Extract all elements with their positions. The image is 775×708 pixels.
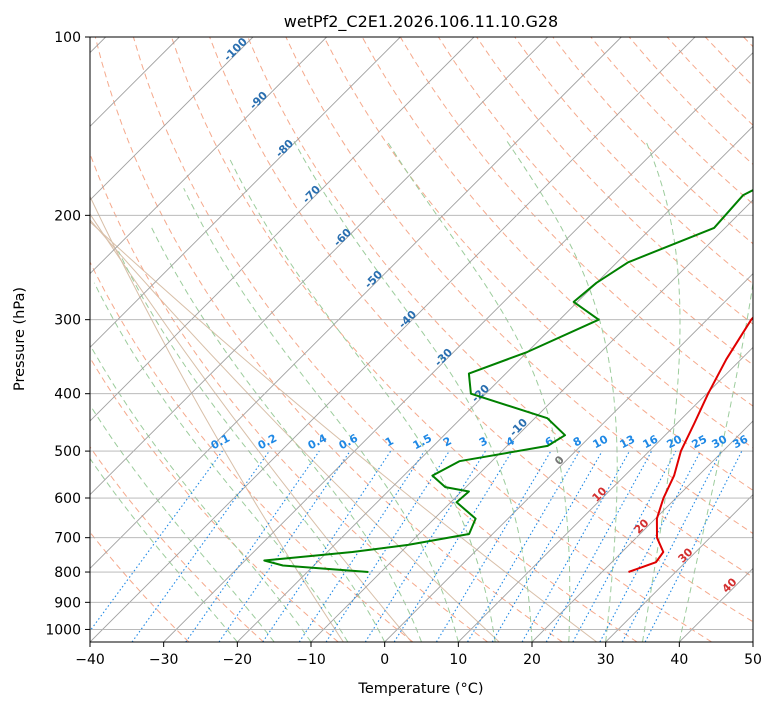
mixing-ratio-label: 30 xyxy=(710,432,730,451)
x-tick-label: 50 xyxy=(744,652,762,668)
x-tick-label: −20 xyxy=(223,652,253,668)
isotherm-line xyxy=(90,37,548,496)
isotherm-line xyxy=(237,125,753,642)
mixing-ratio-label: 10 xyxy=(591,432,611,451)
moist-adiabat xyxy=(151,227,422,642)
dry-adiabat xyxy=(132,37,638,642)
x-tick-label: 10 xyxy=(449,652,467,668)
mixing-ratio-line xyxy=(218,450,351,642)
dry-adiabat xyxy=(90,356,339,642)
mixing-ratio-line xyxy=(393,450,513,642)
isotherm-line xyxy=(531,420,753,642)
moist-adiabat xyxy=(90,404,275,642)
temperature-profile-line xyxy=(628,316,753,573)
mixing-ratio-line xyxy=(435,450,552,642)
mixing-ratio-line xyxy=(364,450,486,642)
dry-adiabat xyxy=(514,37,753,285)
y-axis-title: Pressure (hPa) xyxy=(12,287,28,391)
y-tick-label: 200 xyxy=(54,208,81,224)
background-arc xyxy=(90,213,413,642)
dewpoint-profile-line xyxy=(263,188,753,573)
y-tick-label: 800 xyxy=(54,565,81,581)
background-arc xyxy=(90,219,501,642)
isotherm-line xyxy=(605,494,753,642)
moist-adiabat xyxy=(183,187,459,642)
isotherm-line xyxy=(90,37,327,275)
dry-adiabat xyxy=(209,37,753,623)
isotherm-line xyxy=(90,37,401,348)
dry-adiabat xyxy=(171,37,712,642)
y-tick-label: 300 xyxy=(54,313,81,329)
chart-title: wetPf2_C2E1.2026.106.11.10.G28 xyxy=(284,12,558,32)
y-tick-label: 100 xyxy=(54,30,81,46)
isotherm-line xyxy=(384,273,753,642)
mixing-ratio-line xyxy=(467,450,580,642)
mixing-ratio-label: 25 xyxy=(690,433,710,452)
isotherm-line xyxy=(458,346,753,642)
x-tick-label: 20 xyxy=(523,652,541,668)
dry-adiabat xyxy=(323,37,753,491)
mixing-ratio-label: 13 xyxy=(618,433,638,452)
isotherm-line xyxy=(90,37,254,201)
dry-adiabat xyxy=(90,260,414,642)
x-tick-label: −40 xyxy=(75,652,105,668)
y-tick-label: 400 xyxy=(54,387,81,403)
mixing-ratio-line xyxy=(185,450,320,642)
mixing-ratio-line xyxy=(325,450,450,642)
mixing-ratio-label: 16 xyxy=(641,432,661,451)
mixing-ratio-line xyxy=(545,450,653,642)
mixing-ratio-line xyxy=(491,450,603,642)
x-tick-label: −10 xyxy=(296,652,326,668)
x-tick-label: 40 xyxy=(670,652,688,668)
moist-adiabat xyxy=(90,457,238,642)
y-tick-label: 700 xyxy=(54,531,81,547)
background-arc xyxy=(90,221,598,642)
x-tick-label: 0 xyxy=(380,652,389,668)
mixing-ratio-label: 36 xyxy=(731,432,751,451)
y-tick-label: 500 xyxy=(54,444,81,460)
y-tick-label: 900 xyxy=(54,595,81,611)
y-tick-label: 600 xyxy=(54,491,81,507)
moist-adiabat xyxy=(118,251,386,642)
x-axis-title: Temperature (°C) xyxy=(357,681,483,697)
dry-adiabat xyxy=(90,446,264,642)
isotherm-line xyxy=(90,37,475,422)
plot-frame xyxy=(89,36,754,643)
isotherm-line xyxy=(90,37,696,642)
mixing-ratio-line xyxy=(572,450,677,642)
moist-adiabat xyxy=(90,343,312,642)
isotherm-line xyxy=(90,37,622,569)
dry-adiabat xyxy=(94,37,563,642)
x-tick-label: −30 xyxy=(149,652,179,668)
mixing-ratio-line xyxy=(521,450,630,642)
dry-adiabat xyxy=(285,37,753,535)
dry-adiabat xyxy=(476,37,753,325)
mixing-ratio-label: 20 xyxy=(665,432,685,451)
isotherm-line xyxy=(310,199,753,642)
y-tick-label: 1000 xyxy=(45,622,81,638)
moist-adiabat xyxy=(93,282,349,642)
x-tick-label: 30 xyxy=(597,652,615,668)
isotherm-line xyxy=(163,52,753,642)
background-arc xyxy=(90,195,344,642)
dry-adiabat xyxy=(247,37,753,578)
